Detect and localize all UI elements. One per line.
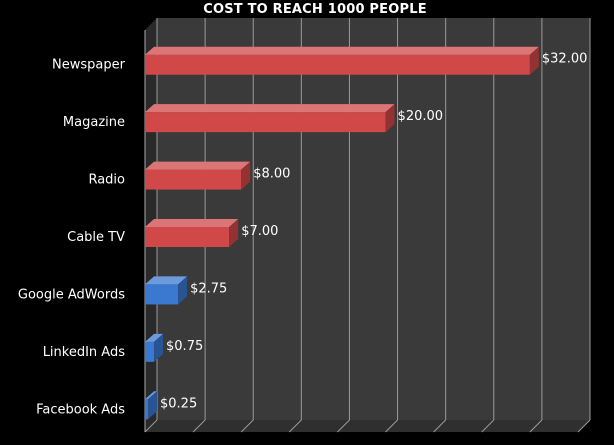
bar (145, 333, 164, 362)
bar (145, 391, 158, 420)
gridline (577, 18, 591, 433)
chart-title: COST TO REACH 1000 PEOPLE (203, 2, 427, 17)
gridline-floor (288, 419, 302, 433)
bar-top (145, 391, 158, 400)
bar-front (145, 112, 386, 133)
bar-side (148, 391, 158, 420)
gridline (385, 18, 399, 433)
bar-front (145, 54, 530, 75)
gridline (337, 18, 350, 433)
bar (145, 46, 539, 75)
bar (145, 161, 251, 190)
gridline-floor (385, 419, 398, 433)
gridline-floor (240, 419, 254, 433)
bar-top (145, 219, 239, 227)
bar-top (145, 161, 251, 170)
gridline (529, 18, 543, 433)
gridline-floor (529, 419, 543, 433)
bar-front (145, 341, 155, 362)
data-label: $20.00 (398, 109, 444, 124)
category-label: Cable TV (67, 230, 125, 245)
gridline (433, 18, 447, 433)
gridline-floor (337, 419, 350, 433)
data-label: $7.00 (241, 224, 278, 239)
gridline-floor (481, 419, 495, 433)
bar-side (385, 104, 395, 133)
gridline-floor (192, 419, 206, 433)
data-label: $0.75 (166, 339, 203, 354)
data-label: $2.75 (190, 281, 227, 296)
bar-front (145, 227, 230, 247)
category-label: Newspaper (52, 58, 126, 73)
bar (145, 219, 239, 247)
bar-side (529, 46, 539, 75)
bar-side (154, 333, 164, 362)
bar-side (178, 276, 188, 305)
bar-top (145, 46, 539, 55)
gridline (288, 18, 302, 433)
gridline-floor (433, 419, 447, 433)
bar (145, 104, 395, 133)
gridline-floor (577, 419, 591, 433)
data-label: $8.00 (253, 167, 290, 182)
plot-floor (145, 420, 590, 432)
gridline-floor (144, 419, 158, 433)
bar-top (145, 104, 395, 113)
bar-front (145, 169, 242, 190)
data-label: $32.00 (542, 52, 588, 67)
gridline (240, 18, 254, 433)
category-label: Google AdWords (18, 287, 125, 302)
bar-top (145, 333, 164, 342)
category-label: LinkedIn Ads (43, 345, 126, 360)
bar-top (145, 276, 188, 285)
bar-front (145, 284, 179, 305)
bar-side (241, 161, 251, 190)
category-label: Magazine (63, 115, 125, 130)
bar (145, 276, 188, 305)
bar-front (145, 399, 149, 420)
bar-side (229, 219, 239, 247)
category-label: Facebook Ads (36, 402, 125, 417)
data-label: $0.25 (160, 396, 197, 411)
gridline (481, 18, 495, 433)
category-label: Radio (88, 173, 125, 188)
